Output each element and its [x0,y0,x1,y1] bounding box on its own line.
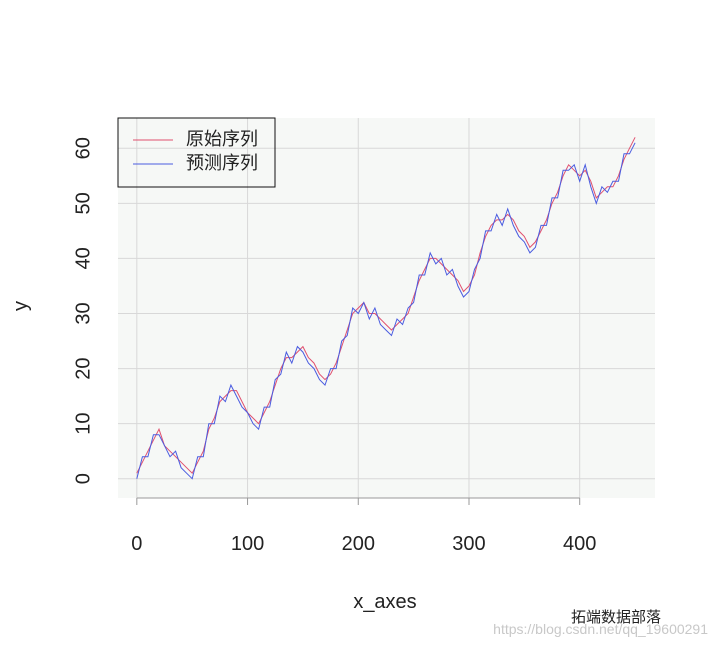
y-tick-label: 50 [72,192,94,214]
x-tick-label: 100 [231,533,264,555]
x-axis-label: x_axes [353,591,416,613]
legend-box [117,117,276,188]
y-tick-label: 30 [72,302,94,324]
x-tick-label: 0 [131,533,142,555]
y-tick-label: 60 [72,137,94,159]
watermark-url: https://blog.csdn.net/qq_19600291 [493,621,708,637]
legend-label: 预测序列 [186,153,258,173]
legend-label: 原始序列 [186,129,258,149]
x-tick-label: 300 [452,533,485,555]
x-tick-label: 200 [342,533,375,555]
y-tick-label: 20 [72,357,94,379]
watermark: 拓端数据部落 [571,609,661,626]
series-line [136,142,636,480]
y-tick-label: 0 [72,473,94,484]
series-line [136,137,636,475]
y-axis-label: y [10,301,32,311]
y-tick-label: 10 [72,413,94,435]
y-tick-label: 40 [72,247,94,269]
plot-area [118,118,655,498]
x-tick-label: 400 [563,533,596,555]
